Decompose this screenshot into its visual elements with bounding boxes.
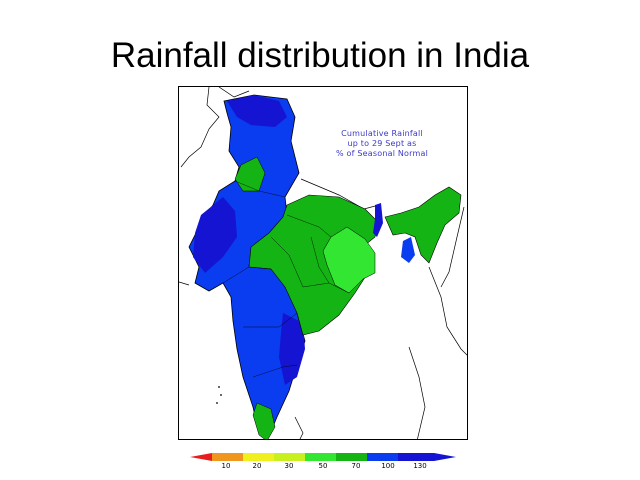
annotation-line-3: % of Seasonal Normal xyxy=(335,149,429,158)
region-dark-blue-west xyxy=(193,197,237,273)
legend-tick-30: 30 xyxy=(284,462,294,470)
region-blue-patch-east xyxy=(401,237,415,263)
color-legend: 10 20 30 50 70 100 130 xyxy=(190,452,456,478)
region-dark-blue-strip xyxy=(373,203,383,237)
border-east xyxy=(440,206,465,288)
legend-tick-130: 130 xyxy=(413,462,427,470)
island xyxy=(216,402,218,404)
border-west-sea xyxy=(179,281,190,286)
state-line xyxy=(222,266,272,284)
state-line xyxy=(310,236,330,284)
legend-arrow-right xyxy=(434,453,456,461)
slide-title: Rainfall distribution in India xyxy=(110,36,530,75)
state-line xyxy=(270,236,304,288)
region-dark-blue-north xyxy=(227,95,287,127)
legend-tick-50: 50 xyxy=(318,462,328,470)
island xyxy=(218,386,220,388)
legend-tick-10: 10 xyxy=(221,462,231,470)
state-line xyxy=(243,312,298,328)
rainfall-map: Cumulative Rainfall up to 29 Sept as % o… xyxy=(178,86,468,440)
neighbour-borders xyxy=(179,87,467,439)
border-nepal xyxy=(300,178,380,210)
map-annotation: Cumulative Rainfall up to 29 Sept as % o… xyxy=(327,129,437,159)
border-myanmar xyxy=(428,266,467,356)
state-lines xyxy=(222,180,350,378)
state-line xyxy=(286,214,332,238)
region-light-green-east xyxy=(322,226,376,294)
legend-box-3 xyxy=(274,453,305,461)
legend-tick-100: 100 xyxy=(381,462,395,470)
legend-tick-70: 70 xyxy=(351,462,361,470)
islands xyxy=(216,386,222,404)
legend-arrow-left xyxy=(190,453,212,461)
legend-box-4 xyxy=(305,453,336,461)
state-line xyxy=(252,364,298,378)
state-line xyxy=(234,180,286,198)
border-west xyxy=(180,87,220,168)
border-sea-east xyxy=(408,346,426,439)
border-srilanka xyxy=(294,416,304,439)
region-green-northeast xyxy=(384,186,462,264)
india-map-svg xyxy=(179,87,467,439)
legend-box-7 xyxy=(398,453,434,461)
annotation-line-2: up to 29 Sept as xyxy=(347,139,417,148)
legend-bar xyxy=(190,453,456,461)
region-dark-blue-south xyxy=(279,313,305,385)
region-green-south-tip xyxy=(252,402,276,439)
annotation-line-1: Cumulative Rainfall xyxy=(341,129,423,138)
border-north xyxy=(218,87,250,98)
legend-box-5 xyxy=(336,453,367,461)
legend-tick-20: 20 xyxy=(252,462,262,470)
island xyxy=(220,394,222,396)
legend-box-6 xyxy=(367,453,398,461)
legend-box-2 xyxy=(243,453,274,461)
legend-box-1 xyxy=(212,453,243,461)
